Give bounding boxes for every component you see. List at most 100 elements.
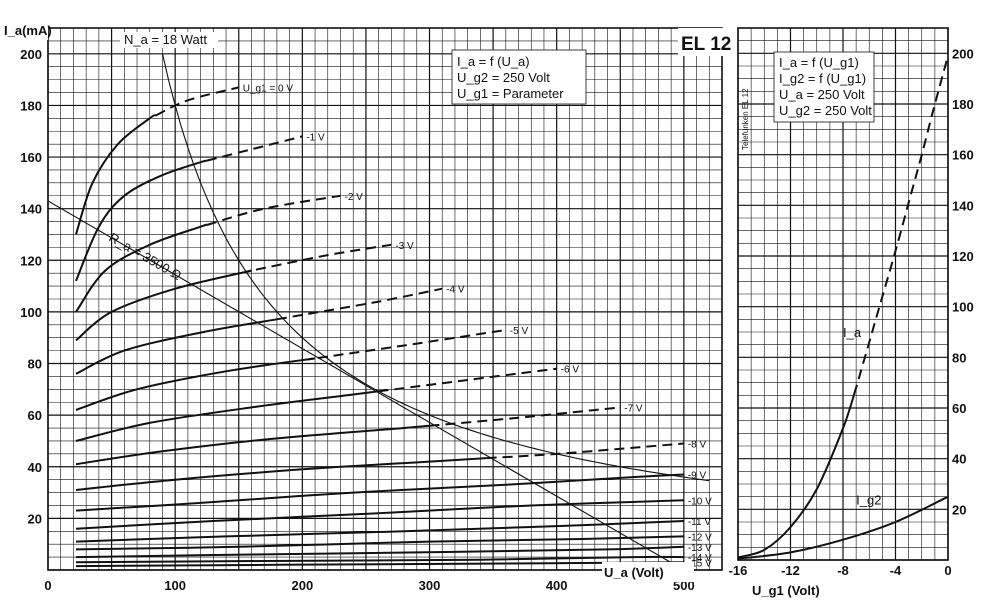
transfer-curve-label: I_a bbox=[843, 325, 862, 340]
left-legend-line: U_g1 = Parameter bbox=[457, 86, 564, 101]
tick-label: 160 bbox=[952, 148, 974, 163]
anode-curve-solid bbox=[75, 114, 157, 235]
right-panel-text: I_a = f (U_g1) I_g2 = f (U_g1) U_a = 250… bbox=[741, 51, 875, 600]
anode-curve-dashed bbox=[244, 243, 392, 273]
load-line-label: R_a = 3500 Ω bbox=[107, 230, 185, 284]
anode-curve bbox=[75, 561, 684, 568]
tick-label: -4 bbox=[890, 563, 902, 578]
curve-label: -11 V bbox=[688, 517, 711, 528]
tick-label: 100 bbox=[164, 578, 186, 593]
anode-curve-solid bbox=[75, 390, 379, 442]
tick-label: 180 bbox=[20, 98, 42, 113]
transfer-curve bbox=[737, 495, 949, 560]
right-legend-line: I_a = f (U_g1) bbox=[779, 55, 859, 70]
tick-label: 40 bbox=[28, 460, 42, 475]
anode-curve-dashed bbox=[307, 329, 506, 361]
anode-curve-solid bbox=[75, 269, 252, 342]
curve-label: -8 V bbox=[688, 440, 707, 451]
anode-curve-solid bbox=[75, 357, 316, 411]
anode-curve bbox=[75, 555, 684, 564]
anode-curve bbox=[75, 473, 684, 512]
curve-label: U_g1 = 0 V bbox=[243, 83, 294, 94]
right-legend-box bbox=[773, 51, 875, 123]
anode-curve-dashed bbox=[276, 287, 443, 321]
tick-label: 80 bbox=[28, 357, 42, 372]
tick-label: 40 bbox=[952, 452, 966, 467]
left-plot-curves: U_g1 = 0 V -1 V -2 V -3 V -4 V -5 V -6 V -7 V -8… bbox=[47, 53, 712, 571]
tick-label: 200 bbox=[20, 47, 42, 62]
curve-label: -10 V bbox=[688, 496, 712, 507]
anode-curve-solid bbox=[75, 223, 208, 313]
tick-label: 100 bbox=[20, 305, 42, 320]
curve-label: -4 V bbox=[446, 285, 465, 296]
tick-label: 140 bbox=[20, 202, 42, 217]
anode-curve bbox=[75, 520, 684, 543]
anode-curve bbox=[75, 545, 684, 559]
left-legend-line: I_a = f (U_a) bbox=[457, 54, 530, 69]
curve-label: -2 V bbox=[344, 192, 363, 203]
left-legend-line: U_g2 = 250 Volt bbox=[457, 70, 550, 85]
tick-label: 160 bbox=[20, 150, 42, 165]
right-legend-line: U_g2 = 250 Volt bbox=[779, 103, 872, 118]
tick-label: 400 bbox=[546, 578, 568, 593]
right-plot-grid bbox=[737, 27, 949, 561]
curve-label: -3 V bbox=[395, 241, 414, 252]
tick-label: -12 bbox=[781, 563, 800, 578]
tick-label: 0 bbox=[44, 578, 51, 593]
transfer-curve-solid bbox=[737, 387, 858, 559]
tick-label: 60 bbox=[28, 408, 42, 423]
tick-label: 80 bbox=[952, 350, 966, 365]
curve-label: -14 V bbox=[688, 553, 712, 564]
curve-label: -7 V bbox=[624, 403, 643, 414]
tick-label: 20 bbox=[952, 502, 966, 517]
curve-label: -15 V bbox=[688, 558, 712, 569]
curve-label: -1 V bbox=[306, 132, 325, 143]
right-plot-curves: I_a I_g2 bbox=[737, 55, 949, 560]
anode-curve-dashed bbox=[206, 135, 303, 162]
curve-label: -12 V bbox=[688, 532, 712, 543]
anode-curve-dashed bbox=[155, 86, 240, 117]
anode-curve-dashed bbox=[378, 367, 557, 393]
anode-curve-dashed bbox=[429, 406, 621, 427]
tick-label: 20 bbox=[28, 511, 42, 526]
tick-label: 120 bbox=[20, 253, 42, 268]
tick-label: 0 bbox=[944, 563, 951, 578]
anode-curve-solid bbox=[75, 318, 278, 375]
right-xlabel-mask bbox=[748, 580, 838, 600]
anode-curve-dashed bbox=[486, 442, 684, 460]
anode-curve-solid bbox=[75, 159, 208, 282]
tick-label: -8 bbox=[837, 563, 849, 578]
transfer-curve-label: I_g2 bbox=[856, 492, 881, 507]
transfer-curve-dashed bbox=[854, 55, 949, 393]
tick-label: -16 bbox=[729, 563, 748, 578]
tick-label: 200 bbox=[291, 578, 313, 593]
left-plot-frame bbox=[47, 27, 723, 571]
anode-curve-solid bbox=[75, 424, 430, 466]
power-label-mask bbox=[120, 32, 218, 48]
anode-curve bbox=[75, 499, 684, 530]
xlabel-mask bbox=[602, 562, 694, 582]
anode-curve-solid bbox=[75, 457, 487, 491]
left-legend-box bbox=[451, 49, 587, 105]
tick-label: 120 bbox=[952, 249, 974, 264]
right-plot-frame bbox=[737, 27, 949, 561]
right-legend-line: U_a = 250 Volt bbox=[779, 87, 865, 102]
tube-badge: EL 12 bbox=[681, 34, 731, 55]
power-hyperbola-label: N_a = 18 Watt bbox=[124, 32, 207, 47]
tick-label: 100 bbox=[952, 300, 974, 315]
curve-label: -6 V bbox=[561, 365, 580, 376]
right-xlabel: U_g1 (Volt) bbox=[752, 583, 820, 598]
left-xlabel: U_a (Volt) bbox=[604, 565, 664, 580]
anode-curve bbox=[75, 535, 684, 551]
ylabel-mask bbox=[0, 22, 48, 40]
curve-label: -5 V bbox=[510, 326, 529, 337]
badge-mask bbox=[678, 28, 724, 56]
tick-label: 140 bbox=[952, 198, 974, 213]
tick-label: 200 bbox=[952, 46, 974, 61]
load-line bbox=[47, 200, 685, 571]
side-label: Telefunken EL 12 bbox=[741, 88, 750, 150]
right-legend-line: I_g2 = f (U_g1) bbox=[779, 71, 866, 86]
left-plot-grid bbox=[47, 27, 723, 571]
